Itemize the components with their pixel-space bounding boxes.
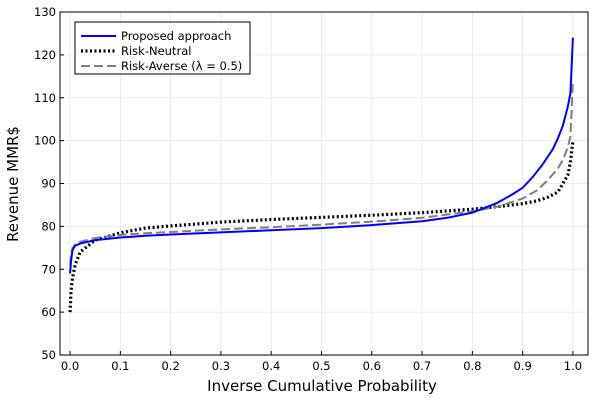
series-lines bbox=[68, 37, 575, 313]
x-tick-label: 0.3 bbox=[212, 359, 230, 373]
y-axis-title: Revenue MMR$ bbox=[4, 126, 22, 242]
y-tick-label: 110 bbox=[34, 91, 56, 105]
x-tick-label: 0.0 bbox=[61, 359, 79, 373]
legend-label-2: Risk-Averse (λ = 0.5) bbox=[121, 59, 242, 73]
legend-label-1: Risk-Neutral bbox=[121, 44, 191, 58]
y-tick-label: 70 bbox=[41, 262, 56, 276]
y-tick-label: 100 bbox=[34, 134, 56, 148]
x-tick-label: 0.1 bbox=[111, 359, 129, 373]
y-tick-label: 120 bbox=[34, 48, 56, 62]
legend-box bbox=[74, 21, 251, 75]
y-tick-label: 90 bbox=[41, 177, 56, 191]
x-tick-label: 0.2 bbox=[161, 359, 179, 373]
y-axis: 50 60 70 80 90 100 110 120 130 bbox=[34, 5, 64, 362]
x-tick-label: 0.8 bbox=[463, 359, 481, 373]
x-axis-title: Inverse Cumulative Probability bbox=[207, 377, 437, 395]
y-tick-label: 130 bbox=[34, 5, 56, 19]
legend-label-0: Proposed approach bbox=[121, 29, 231, 43]
x-axis: 0.0 0.1 0.2 0.3 0.4 0.5 0.6 0.7 0.8 0.9 1.0 bbox=[61, 351, 582, 373]
y-tick-label: 80 bbox=[41, 219, 56, 233]
y-tick-label: 50 bbox=[41, 348, 56, 362]
series-line-0 bbox=[69, 37, 574, 274]
x-tick-label: 0.7 bbox=[413, 359, 431, 373]
x-tick-label: 0.4 bbox=[262, 359, 280, 373]
x-tick-label: 0.5 bbox=[312, 359, 330, 373]
series-line-2 bbox=[69, 80, 574, 266]
legend: Proposed approachRisk-NeutralRisk-Averse… bbox=[74, 21, 251, 75]
y-tick-label: 60 bbox=[41, 305, 56, 319]
series-line-1 bbox=[68, 140, 575, 313]
x-tick-label: 0.9 bbox=[513, 359, 531, 373]
x-tick-label: 1.0 bbox=[564, 359, 582, 373]
x-tick-label: 0.6 bbox=[363, 359, 381, 373]
